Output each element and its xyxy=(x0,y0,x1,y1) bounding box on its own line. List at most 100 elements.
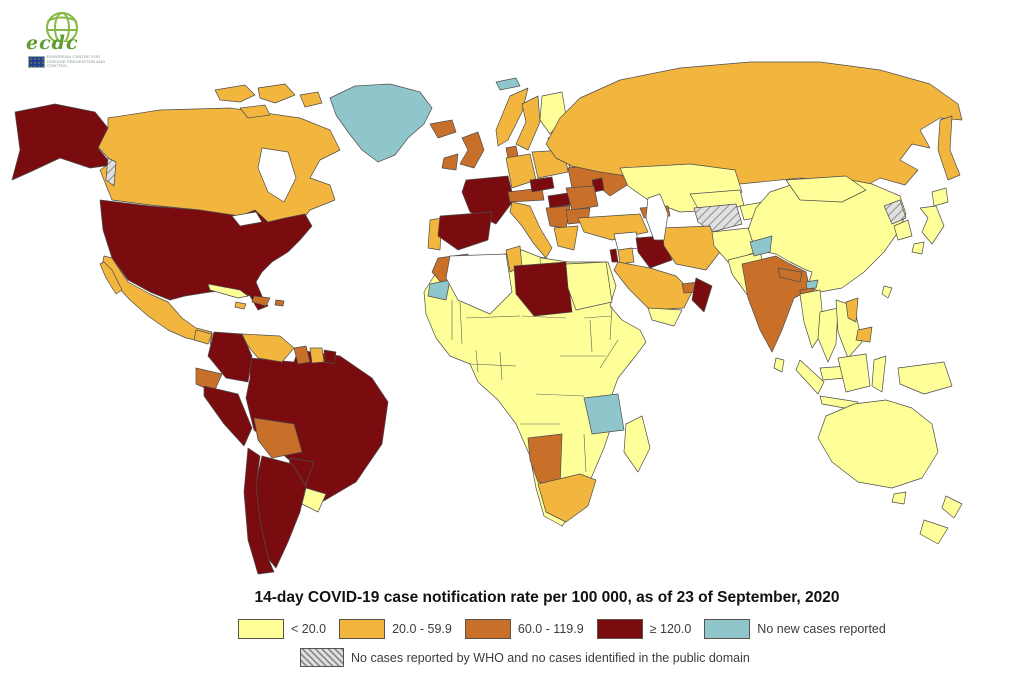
region-south-africa xyxy=(537,473,597,523)
region-uruguay xyxy=(301,487,327,513)
region-arctic-island-3 xyxy=(299,91,323,108)
region-bhutan xyxy=(805,279,819,290)
legend-swatch-r20_59 xyxy=(339,619,386,639)
region-suriname xyxy=(309,347,325,364)
region-turkmenistan xyxy=(693,203,743,233)
region-israel xyxy=(609,248,619,263)
region-venezuela xyxy=(241,333,295,363)
region-romania xyxy=(565,185,599,211)
region-french-guiana xyxy=(323,349,337,365)
region-spain xyxy=(437,211,493,251)
region-india xyxy=(741,255,811,353)
legend-label-r20_59: 20.0 - 59.9 xyxy=(392,622,452,636)
region-balkans xyxy=(545,205,571,229)
legend-swatch-hatched xyxy=(300,648,344,667)
hudson-bay xyxy=(257,147,297,203)
region-chile xyxy=(243,447,275,575)
legend-item-r20_59: 20.0 - 59.9 xyxy=(339,619,452,639)
region-sumatra xyxy=(795,359,825,395)
region-jamaica xyxy=(234,301,247,310)
legend-swatch-r120 xyxy=(596,619,643,639)
legend-label-hatched: No cases reported by WHO and no cases id… xyxy=(351,650,750,665)
region-tanzania xyxy=(583,393,625,435)
region-japan-honshu xyxy=(919,205,945,245)
legend-label-r60_119: 60.0 - 119.9 xyxy=(517,622,584,636)
region-russia xyxy=(545,61,963,189)
world-map xyxy=(11,61,963,575)
region-nz-north xyxy=(941,495,963,519)
region-kamchatka xyxy=(937,115,961,181)
caspian-sea xyxy=(645,193,669,241)
map-title: 14-day COVID-19 case notification rate p… xyxy=(254,589,840,606)
legend-item-lt20: < 20.0 xyxy=(238,619,326,639)
region-australia xyxy=(817,399,939,489)
region-jordan xyxy=(617,247,635,265)
region-libya xyxy=(513,261,573,317)
legend-hatched: No cases reported by WHO and no cases id… xyxy=(300,648,750,667)
region-philippines-luzon xyxy=(845,297,859,323)
region-philippines-mindanao xyxy=(855,326,873,343)
region-nepal xyxy=(777,267,803,283)
region-peru xyxy=(203,385,253,447)
region-new-guinea xyxy=(897,361,953,395)
region-greece xyxy=(553,225,579,251)
globe-icon xyxy=(46,12,78,42)
legend-item-no_new: No new cases reported xyxy=(704,619,886,639)
region-algeria xyxy=(445,253,513,315)
region-ireland xyxy=(441,153,459,171)
region-norway xyxy=(495,87,529,147)
region-egypt xyxy=(565,261,613,311)
region-south-korea xyxy=(893,219,913,241)
eu-flag-icon xyxy=(28,56,45,68)
region-czechia xyxy=(529,176,555,193)
region-bolivia xyxy=(253,417,303,459)
region-sweden xyxy=(515,95,541,151)
region-arctic-island-1 xyxy=(214,84,256,103)
region-nz-south xyxy=(919,519,949,545)
region-iceland xyxy=(429,119,457,139)
legend-swatch-r60_119 xyxy=(464,619,511,639)
region-greenland xyxy=(329,83,433,163)
great-lakes xyxy=(231,211,263,227)
region-madagascar xyxy=(623,415,651,473)
region-mongolia xyxy=(785,175,867,203)
region-baja xyxy=(99,261,123,295)
region-turkey xyxy=(577,213,649,241)
legend-swatch-lt20 xyxy=(238,619,284,639)
region-guyana xyxy=(293,345,311,365)
region-guatemala xyxy=(193,329,213,345)
region-arctic-island-4 xyxy=(239,104,271,119)
region-hispaniola xyxy=(251,295,271,307)
region-sulawesi xyxy=(871,355,887,393)
region-usa xyxy=(99,199,313,311)
legend-item-r120: ≥ 120.0 xyxy=(596,619,692,639)
region-sri-lanka xyxy=(773,357,785,373)
region-hungary xyxy=(547,192,571,209)
region-svalbard xyxy=(495,77,521,91)
region-western-sahara xyxy=(427,279,451,301)
legend-swatch-no_new xyxy=(704,619,751,639)
region-borneo xyxy=(837,353,871,393)
region-saudi-arabia xyxy=(613,261,693,311)
ecdc-logo: ecdc EUROPEAN CENTRE FOR DISEASE PREVENT… xyxy=(24,8,144,68)
ecdc-wordmark: ecdc xyxy=(26,32,79,54)
agency-name: EUROPEAN CENTRE FOR DISEASE PREVENTION A… xyxy=(47,54,106,68)
region-japan-hokkaido xyxy=(931,187,949,207)
region-iran xyxy=(661,225,721,271)
region-portugal xyxy=(427,217,443,251)
legend-label-no_new: No new cases reported xyxy=(757,622,886,636)
legend-item-r60_119: 60.0 - 119.9 xyxy=(464,619,584,639)
region-tasmania xyxy=(891,491,907,505)
region-bc-coast-patch xyxy=(105,157,117,187)
region-uk xyxy=(459,131,485,169)
legend-classes: < 20.0 20.0 - 59.9 60.0 - 119.9 ≥ 120.0 No n… xyxy=(238,619,899,639)
region-north-korea xyxy=(883,199,907,225)
region-cuba xyxy=(207,283,249,299)
region-oman xyxy=(691,277,713,313)
legend-label-r120: ≥ 120.0 xyxy=(649,622,692,636)
region-puerto-rico xyxy=(274,299,285,307)
region-alaska xyxy=(11,103,113,181)
legend-label-lt20: < 20.0 xyxy=(291,622,327,636)
region-thailand xyxy=(817,307,839,363)
region-arctic-island-2 xyxy=(257,83,296,104)
